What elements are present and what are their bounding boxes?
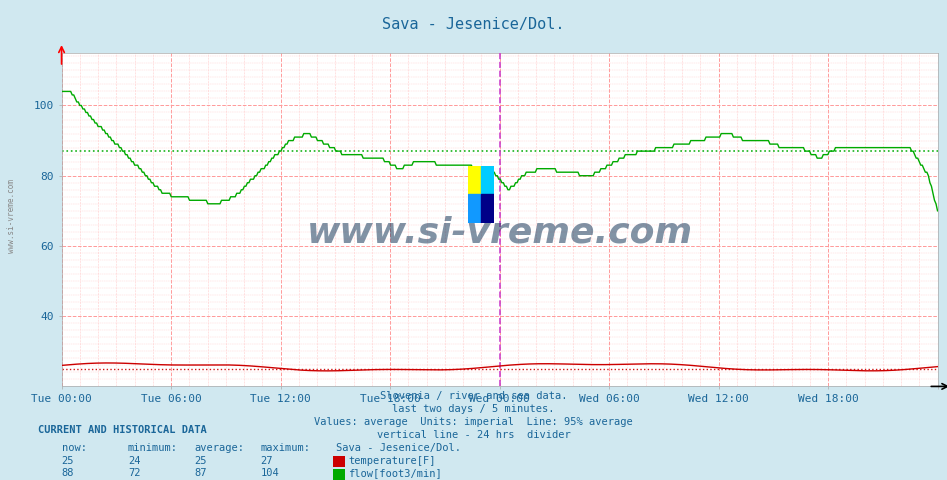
Text: www.si-vreme.com: www.si-vreme.com	[307, 216, 692, 250]
Text: 87: 87	[194, 468, 206, 479]
Text: 25: 25	[62, 456, 74, 466]
Text: 25: 25	[194, 456, 206, 466]
Bar	[468, 166, 481, 194]
Text: Sava - Jesenice/Dol.: Sava - Jesenice/Dol.	[336, 443, 461, 453]
Text: vertical line - 24 hrs  divider: vertical line - 24 hrs divider	[377, 430, 570, 440]
Text: 24: 24	[128, 456, 140, 466]
Text: 88: 88	[62, 468, 74, 479]
Text: average:: average:	[194, 443, 244, 453]
Bar	[481, 166, 494, 194]
Bar	[468, 194, 481, 223]
Text: Slovenia / river and sea data.: Slovenia / river and sea data.	[380, 391, 567, 401]
Text: last two days / 5 minutes.: last two days / 5 minutes.	[392, 404, 555, 414]
Bar	[481, 194, 494, 223]
Text: Sava - Jesenice/Dol.: Sava - Jesenice/Dol.	[383, 17, 564, 32]
Text: Values: average  Units: imperial  Line: 95% average: Values: average Units: imperial Line: 95…	[314, 417, 633, 427]
Text: temperature[F]: temperature[F]	[348, 456, 436, 466]
Text: 27: 27	[260, 456, 273, 466]
Text: 72: 72	[128, 468, 140, 479]
Text: now:: now:	[62, 443, 86, 453]
Text: 104: 104	[260, 468, 279, 479]
Text: www.si-vreme.com: www.si-vreme.com	[7, 179, 16, 253]
Text: maximum:: maximum:	[260, 443, 311, 453]
Text: flow[foot3/min]: flow[foot3/min]	[348, 468, 442, 479]
Text: minimum:: minimum:	[128, 443, 178, 453]
Text: CURRENT AND HISTORICAL DATA: CURRENT AND HISTORICAL DATA	[38, 425, 206, 435]
